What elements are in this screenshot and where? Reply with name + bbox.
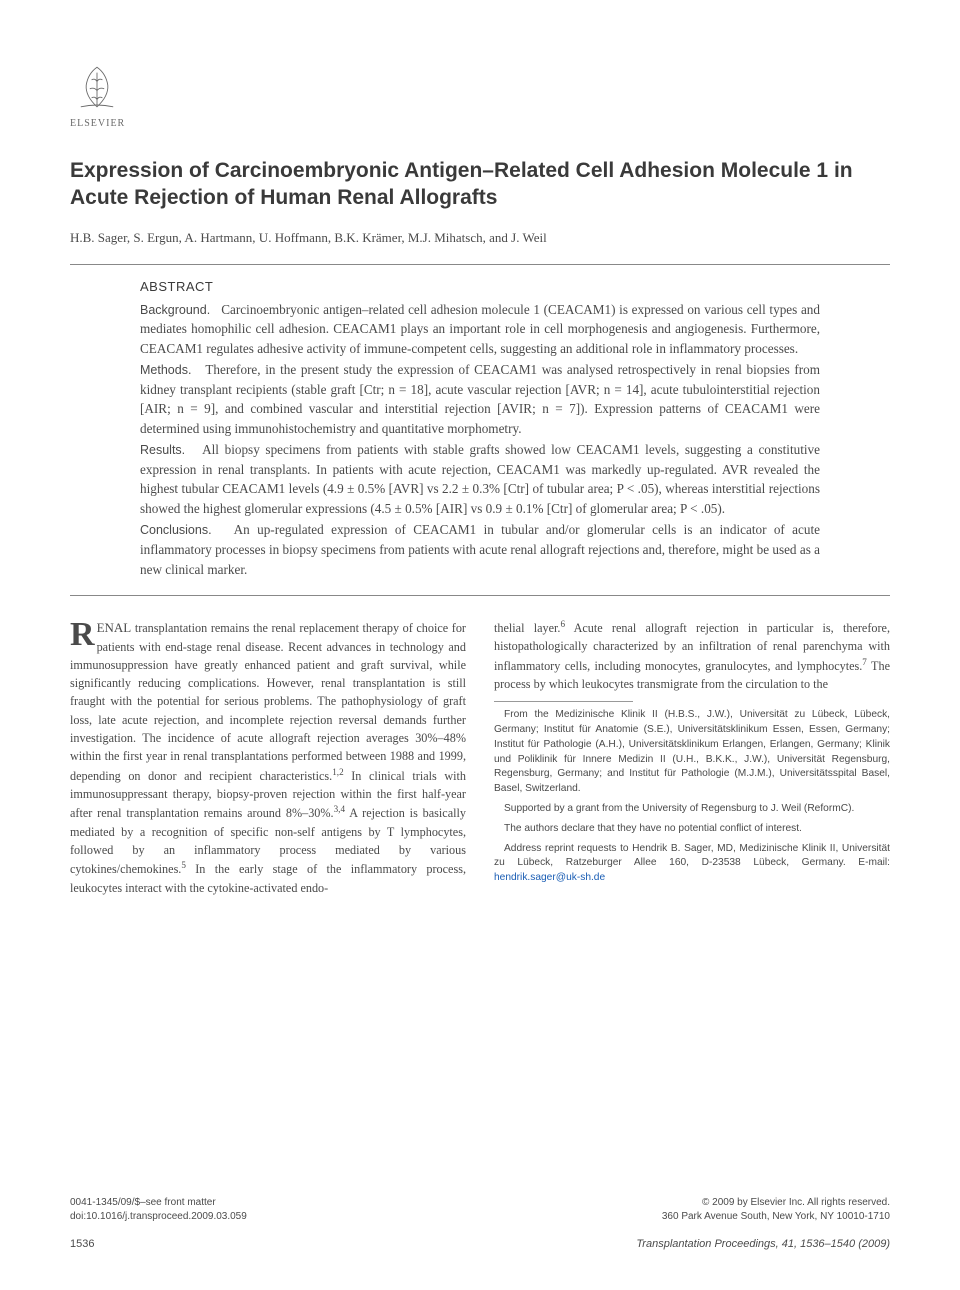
article-title: Expression of Carcinoembryonic Antigen–R… [70,157,890,212]
correspondence-prefix: Address reprint requests to Hendrik B. S… [494,843,890,869]
footer-right: © 2009 by Elsevier Inc. All rights reser… [662,1196,890,1224]
body-paragraph-1: RENAL transplantation remains the renal … [70,618,466,897]
elsevier-tree-icon [70,60,124,114]
body-columns: RENAL transplantation remains the renal … [70,618,890,897]
abstract-background: Background. Carcinoembryonic antigen–rel… [140,300,820,359]
conclusions-label: Conclusions. [140,523,212,537]
footer-bottom-row: 1536 Transplantation Proceedings, 41, 15… [70,1238,890,1250]
conclusions-text: An up-regulated expression of CEACAM1 in… [140,522,820,576]
body-text-2a: thelial layer. [494,621,560,635]
citation-ref-1-2[interactable]: 1,2 [332,767,343,777]
front-matter-line: 0041-1345/09/$–see front matter [70,1196,247,1210]
body-text-1a: transplantation remains the renal replac… [70,621,466,783]
correspondence-text: Address reprint requests to Hendrik B. S… [494,842,890,886]
citation-ref-3-4[interactable]: 3,4 [334,804,345,814]
footer-meta-row: 0041-1345/09/$–see front matter doi:10.1… [70,1196,890,1224]
affiliation-text: From the Medizinische Klinik II (H.B.S.,… [494,708,890,797]
column-left: RENAL transplantation remains the renal … [70,618,466,897]
page-footer: 0041-1345/09/$–see front matter doi:10.1… [70,1196,890,1250]
dropcap: R [70,618,97,650]
publisher-logo-block: ELSEVIER [70,60,890,129]
publisher-name: ELSEVIER [70,118,125,129]
doi-line: doi:10.1016/j.transproceed.2009.03.059 [70,1210,247,1224]
address-line: 360 Park Avenue South, New York, NY 1001… [662,1210,890,1224]
correspondence-email[interactable]: hendrik.sager@uk-sh.de [494,872,605,883]
abstract-bottom-rule [70,595,890,596]
author-list: H.B. Sager, S. Ergun, A. Hartmann, U. Ho… [70,230,890,246]
abstract-results: Results. All biopsy specimens from patie… [140,440,820,518]
body-paragraph-1-cont: thelial layer.6 Acute renal allograft re… [494,618,890,693]
copyright-line: © 2009 by Elsevier Inc. All rights reser… [662,1196,890,1210]
abstract-heading: ABSTRACT [140,279,820,294]
results-text: All biopsy specimens from patients with … [140,442,820,516]
background-label: Background. [140,303,210,317]
abstract-methods: Methods. Therefore, in the present study… [140,360,820,438]
results-label: Results. [140,443,185,457]
funding-text: Supported by a grant from the University… [494,802,890,817]
journal-citation: Transplantation Proceedings, 41, 1536–15… [636,1238,890,1250]
affiliation-rule [494,701,633,702]
page-number: 1536 [70,1238,94,1250]
abstract-block: ABSTRACT Background. Carcinoembryonic an… [140,265,820,595]
methods-label: Methods. [140,363,191,377]
lead-word: ENAL [97,620,132,635]
background-text: Carcinoembryonic antigen–related cell ad… [140,302,820,356]
footer-left: 0041-1345/09/$–see front matter doi:10.1… [70,1196,247,1224]
methods-text: Therefore, in the present study the expr… [140,362,820,436]
column-right: thelial layer.6 Acute renal allograft re… [494,618,890,897]
conflict-text: The authors declare that they have no po… [494,822,890,837]
abstract-conclusions: Conclusions. An up-regulated expression … [140,520,820,579]
